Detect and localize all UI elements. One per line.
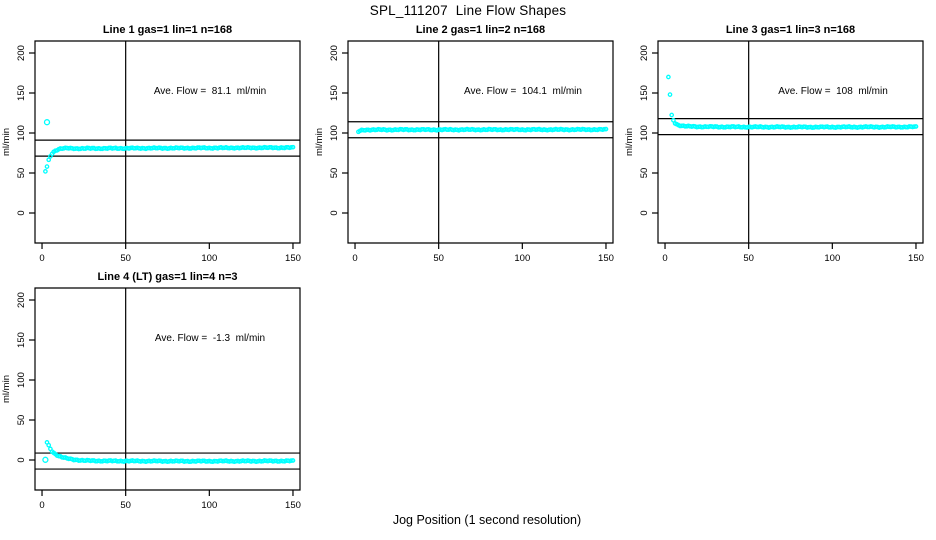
- y-axis-title: ml/min: [1, 375, 12, 403]
- plot-box: [657, 40, 924, 244]
- panel-line-2: Line 2 gas=1 lin=2 n=168 Ave. Flow = 104…: [313, 23, 618, 269]
- x-tick-label: 0: [352, 253, 357, 264]
- y-tick-label: 0: [639, 210, 650, 215]
- y-tick-label: 200: [16, 292, 27, 308]
- panel-line-4: Line 4 (LT) gas=1 lin=4 n=3 Ave. Flow = …: [0, 270, 305, 516]
- y-axis-title: ml/min: [1, 128, 12, 156]
- outlier-point: [43, 119, 51, 126]
- plot-box: [347, 40, 614, 244]
- reference-lines: [35, 41, 300, 243]
- y-tick-label: 50: [16, 415, 27, 426]
- ave-flow-annotation: Ave. Flow = 108 ml/min: [778, 86, 888, 97]
- panel-title: Line 2 gas=1 lin=2 n=168: [415, 24, 546, 36]
- y-tick-label: 200: [639, 45, 650, 61]
- y-tick-label: 150: [16, 332, 27, 348]
- axis-ticks: 0 50 100 150 0 50 100 150 200: [16, 292, 301, 511]
- plot-area: 0 50 100 150 0 50 100 150 200 ml/min: [314, 40, 614, 264]
- scatter-points: [356, 126, 609, 135]
- y-tick-label: 100: [329, 125, 340, 141]
- plot-area: 0 50 100 150 0 50 100 150 200 ml/min: [1, 40, 301, 264]
- panel-title: Line 1 gas=1 lin=1 n=168: [102, 24, 233, 36]
- x-tick-label: 0: [39, 500, 44, 511]
- y-tick-label: 50: [639, 168, 650, 179]
- y-tick-label: 100: [16, 372, 27, 388]
- x-axis-label: Jog Position (1 second resolution): [392, 513, 582, 527]
- x-tick-label: 100: [201, 253, 217, 264]
- ave-flow-annotation: Ave. Flow = 81.1 ml/min: [153, 86, 267, 97]
- y-tick-label: 50: [16, 168, 27, 179]
- x-tick-label: 0: [662, 253, 667, 264]
- axis-ticks: 0 50 100 150 0 50 100 150 200: [639, 45, 924, 264]
- reference-lines: [35, 288, 300, 490]
- x-tick-label: 150: [285, 253, 301, 264]
- x-tick-label: 150: [908, 253, 924, 264]
- panel-title: Line 4 (LT) gas=1 lin=4 n=3: [97, 271, 238, 283]
- x-tick-label: 50: [120, 253, 131, 264]
- x-tick-label: 150: [598, 253, 614, 264]
- x-tick-label: 50: [433, 253, 444, 264]
- x-tick-label: 150: [285, 500, 301, 511]
- y-tick-label: 200: [16, 45, 27, 61]
- plot-box: [34, 40, 301, 244]
- outlier-point: [42, 456, 49, 463]
- plot-area: 0 50 100 150 0 50 100 150 200 ml/min: [624, 40, 924, 264]
- panel-line-1: Line 1 gas=1 lin=1 n=168 Ave. Flow = 81.…: [0, 23, 305, 269]
- y-axis-title: ml/min: [314, 128, 325, 156]
- x-tick-label: 100: [824, 253, 840, 264]
- y-axis-title: ml/min: [624, 128, 635, 156]
- plot-area: 0 50 100 150 0 50 100 150 200 ml/min: [1, 287, 301, 511]
- x-tick-label: 100: [201, 500, 217, 511]
- reference-lines: [348, 41, 613, 243]
- y-tick-label: 100: [639, 125, 650, 141]
- figure-title: SPL_111207 Line Flow Shapes: [369, 3, 567, 18]
- ave-flow-annotation: Ave. Flow = 104.1 ml/min: [464, 86, 582, 97]
- y-tick-label: 150: [639, 85, 650, 101]
- y-tick-label: 150: [16, 85, 27, 101]
- x-tick-label: 50: [743, 253, 754, 264]
- axis-ticks: 0 50 100 150 0 50 100 150 200: [16, 45, 301, 264]
- ave-flow-annotation: Ave. Flow = -1.3 ml/min: [154, 333, 266, 344]
- y-tick-label: 50: [329, 168, 340, 179]
- scatter-points: [43, 119, 296, 174]
- y-tick-label: 200: [329, 45, 340, 61]
- y-tick-label: 0: [16, 210, 27, 215]
- scatter-points: [666, 74, 919, 130]
- y-tick-label: 150: [329, 85, 340, 101]
- scatter-points: [42, 440, 296, 465]
- x-tick-label: 100: [514, 253, 530, 264]
- plot-box: [34, 287, 301, 491]
- x-tick-label: 0: [39, 253, 44, 264]
- panel-line-3: Line 3 gas=1 lin=3 n=168 Ave. Flow = 108…: [623, 23, 928, 269]
- y-tick-label: 0: [16, 457, 27, 462]
- axis-ticks: 0 50 100 150 0 50 100 150 200: [329, 45, 614, 264]
- y-tick-label: 100: [16, 125, 27, 141]
- panel-title: Line 3 gas=1 lin=3 n=168: [725, 24, 856, 36]
- x-tick-label: 50: [120, 500, 131, 511]
- y-tick-label: 0: [329, 210, 340, 215]
- reference-lines: [658, 41, 923, 243]
